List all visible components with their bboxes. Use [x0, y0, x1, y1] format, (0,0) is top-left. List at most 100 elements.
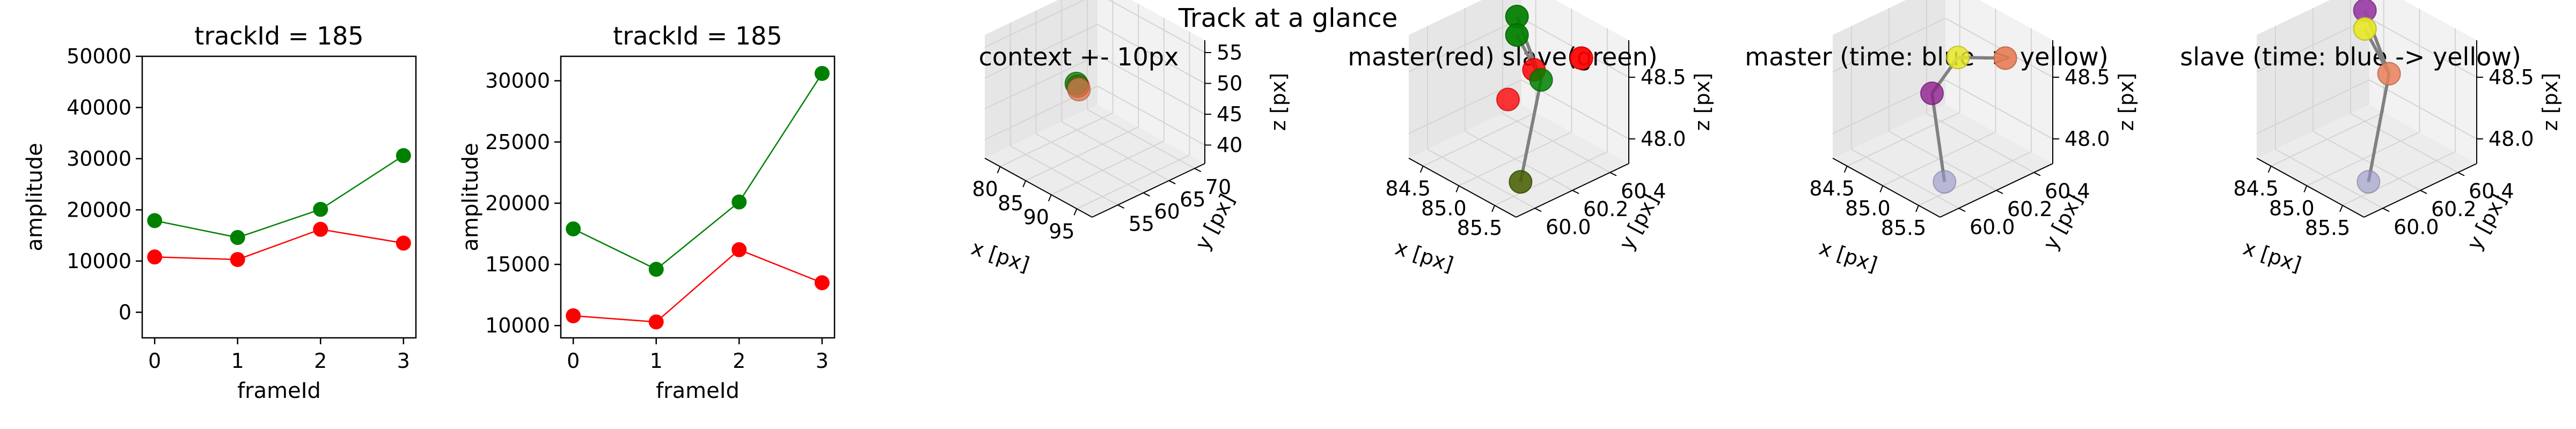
x-tick-mark	[1843, 166, 1848, 173]
data-point	[814, 275, 830, 291]
z-tick-label: 48.0	[1641, 127, 1686, 151]
series-line	[155, 228, 404, 261]
grid-line	[1035, 133, 1144, 194]
plot-frame	[560, 55, 836, 339]
back-pane-xz	[1521, 0, 1629, 164]
x-tick-label: 0	[567, 349, 580, 373]
y-tick-label: 30000	[67, 147, 131, 171]
data-point	[1509, 170, 1533, 194]
y-axis-label: amplitude	[458, 143, 483, 251]
data-point	[147, 213, 163, 228]
y-tick-mark	[1168, 180, 1176, 184]
y-tick-label: 60.2	[2007, 197, 2053, 221]
z-axis-label: z [px]	[2538, 73, 2562, 131]
data-point	[1920, 82, 1944, 105]
x-tick-label: 90	[1023, 205, 1049, 229]
side-pane-yz	[985, 0, 1097, 158]
data-point	[648, 262, 664, 277]
y-tick-label: 0	[119, 300, 131, 324]
y-tick-mark	[2033, 172, 2041, 176]
y-tick-label: 60	[1154, 200, 1180, 224]
y-tick-mark	[2457, 172, 2465, 176]
figure-suptitle: Track at a glance	[1178, 3, 1398, 33]
z-tick-label: 40	[1217, 134, 1242, 157]
y-tick-mark	[1194, 168, 1202, 172]
x-tick-mark	[1491, 205, 1495, 212]
x-tick-label: 95	[1049, 219, 1074, 243]
x-axis-line	[2256, 158, 2365, 218]
x-tick-mark	[2303, 185, 2308, 193]
chart-3d-slave-time: 84.585.085.5 60.060.260.448.048.5x [px]y …	[2180, 0, 2562, 277]
data-point	[230, 230, 245, 245]
x-tick-mark	[1879, 185, 1884, 193]
y-tick-label: 20000	[485, 191, 550, 215]
grid-line	[1465, 131, 1573, 191]
x-axis-label: frameId	[237, 379, 321, 403]
y-tick-label: 60.4	[1621, 180, 1666, 203]
grid-line	[1408, 79, 1522, 134]
x-tick-label: 85.0	[1845, 196, 1891, 220]
y-tick-label: 10000	[67, 249, 131, 273]
grid-line	[1087, 109, 1195, 169]
data-point	[1993, 46, 2017, 70]
chart-title: trackId = 185	[194, 21, 363, 50]
chart-3d-master-slave: 84.585.085.5 60.060.260.448.048.5x [px]y …	[1348, 0, 1714, 277]
grid-line	[984, 0, 1086, 48]
grid-line	[2350, 113, 2458, 173]
x-tick-label: 85.5	[1457, 216, 1503, 240]
x-tick-label: 1	[231, 349, 244, 373]
chart-title: master (time: blue -> yellow)	[1745, 42, 2108, 71]
y-tick-mark	[1117, 204, 1125, 209]
grid-line	[1108, 0, 1205, 53]
data-point	[1946, 46, 1970, 70]
x-axis-label: x [px]	[2241, 236, 2304, 277]
x-axis-line	[1832, 158, 1941, 218]
chart-title: context +- 10px	[979, 42, 1179, 71]
data-point	[1505, 23, 1529, 47]
y-tick-label: 55	[1129, 212, 1154, 235]
x-tick-label: 85.0	[1421, 196, 1467, 220]
x-tick-mark	[1915, 205, 1919, 212]
y-tick-label: 60.0	[1546, 215, 1591, 239]
back-pane-xz	[1945, 0, 2053, 164]
grid-line	[1832, 18, 1946, 72]
x-tick-label: 80	[972, 177, 998, 201]
data-point	[1529, 68, 1553, 92]
z-tick-label: 48.0	[2489, 127, 2534, 151]
x-tick-label: 84.5	[1809, 177, 1855, 201]
x-tick-label: 84.5	[1385, 177, 1431, 201]
x-tick-label: 85.5	[2305, 216, 2351, 240]
data-point	[396, 235, 411, 251]
x-tick-mark	[1048, 194, 1052, 202]
data-point	[2357, 170, 2381, 194]
grid-line	[1945, 18, 2053, 78]
y-tick-mark	[2420, 190, 2427, 194]
y-tick-label: 15000	[485, 253, 550, 276]
back-pane-xz	[2369, 0, 2477, 164]
z-tick-label: 48.5	[2489, 65, 2534, 89]
y-tick-label: 60.4	[2469, 180, 2514, 203]
y-tick-mark	[1996, 190, 2003, 194]
x-tick-mark	[1073, 208, 1078, 216]
data-point	[313, 221, 328, 237]
y-axis-line	[1092, 163, 1205, 218]
x-axis-line	[1408, 158, 1517, 218]
y-tick-label: 30000	[485, 69, 550, 93]
y-tick-label: 65	[1180, 188, 1205, 211]
y-tick-mark	[1143, 192, 1150, 197]
grid-line	[2275, 149, 2383, 209]
z-tick-label: 48.0	[2065, 127, 2110, 151]
y-tick-label: 60.0	[2394, 215, 2439, 239]
x-tick-label: 85.0	[2269, 196, 2315, 220]
grid-line	[2256, 79, 2370, 134]
x-axis-label: x [px]	[1393, 236, 1457, 277]
data-point	[1496, 87, 1520, 112]
x-tick-label: 3	[816, 349, 829, 373]
z-axis-label: z [px]	[1267, 73, 1290, 131]
y-tick-label: 40000	[67, 95, 131, 119]
grid-line	[1408, 18, 1522, 72]
chart-amplitude-left: trackId = 185 0 1 2 3 0 10000 20000 30000 40000 50…	[23, 21, 417, 403]
data-point	[2377, 62, 2401, 86]
connector-line	[1930, 93, 1946, 182]
